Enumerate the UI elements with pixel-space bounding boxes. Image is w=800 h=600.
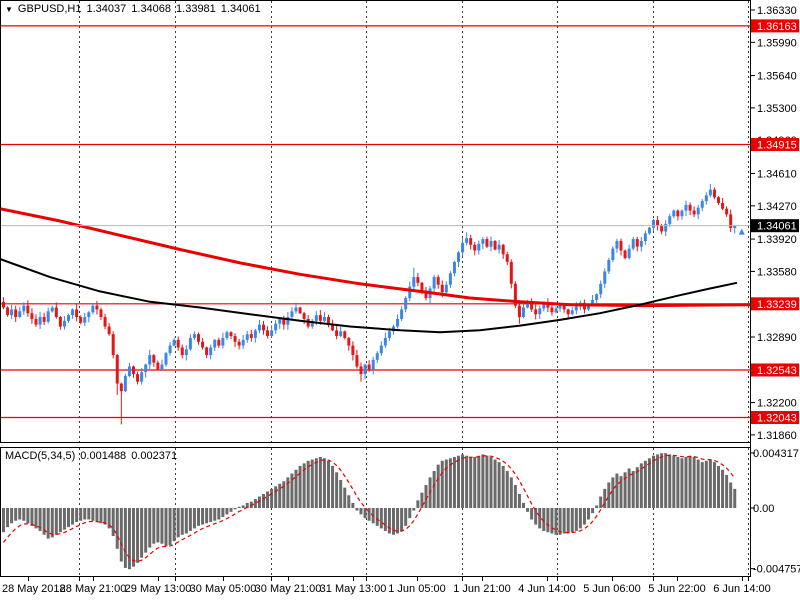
macd-value-main: 0.001488 <box>80 450 127 462</box>
main-plot-area[interactable] <box>0 0 750 443</box>
level-price-badge <box>751 297 799 311</box>
time-axis[interactable] <box>0 577 800 600</box>
price-arrow-icon <box>738 228 745 235</box>
time-tick-label: 30 May 21:00 <box>255 583 322 595</box>
macd-tick-label: 0.00 <box>753 503 774 515</box>
price-tick-label: 1.35640 <box>757 71 797 83</box>
time-tick-label: 29 May 13:00 <box>125 583 192 595</box>
candles-layer <box>2 183 737 425</box>
ohlc-open: 1.34037 <box>86 3 127 15</box>
price-axis[interactable] <box>750 0 800 577</box>
ma-red-line <box>0 207 751 308</box>
price-tick-label: 1.35990 <box>757 37 797 49</box>
time-tick-label: 1 Jun 05:00 <box>388 583 446 595</box>
time-tick-label: 30 May 05:00 <box>190 583 257 595</box>
time-tick-label: 4 Jun 14:00 <box>518 583 576 595</box>
macd-name: MACD(5,34,5) <box>5 450 76 462</box>
ohlc-low: 1.33981 <box>176 3 216 15</box>
horizontal-level-lines <box>0 25 750 419</box>
time-tick-label: 28 May 2018 <box>2 583 66 595</box>
chart-title: ▼ GBPUSD,H1 1.34037 1.34068 1.33981 1.34… <box>5 3 261 15</box>
time-tick-label: 5 Jun 06:00 <box>583 583 641 595</box>
chart-menu-icon[interactable]: ▼ <box>5 4 13 14</box>
time-tick-label: 1 Jun 21:00 <box>453 583 511 595</box>
level-price-badge <box>751 138 799 152</box>
level-price-badge <box>751 19 799 33</box>
price-tick-label: 1.31860 <box>757 430 797 442</box>
svg-text:1.34915: 1.34915 <box>757 140 797 152</box>
macd-histogram <box>2 453 737 570</box>
price-tick-label: 1.35300 <box>757 103 797 115</box>
svg-text:1.34061: 1.34061 <box>757 221 797 233</box>
svg-text:1.33239: 1.33239 <box>757 299 797 311</box>
time-tick-label: 28 May 21:00 <box>60 583 127 595</box>
price-tick-label: 1.34270 <box>757 201 797 213</box>
macd-signal-line <box>3 454 736 563</box>
symbol-period-label: GBPUSD,H1 <box>17 3 82 15</box>
level-price-badge <box>751 411 799 425</box>
moving-averages <box>0 207 751 334</box>
price-tick-label: 1.36330 <box>757 5 797 17</box>
time-tick-label: 31 May 13:00 <box>320 583 387 595</box>
ma-black-line <box>0 258 738 334</box>
price-tick-label: 1.33920 <box>757 234 797 246</box>
price-tick-label: 1.32200 <box>757 398 797 410</box>
macd-tick-label: 0.004317 <box>753 448 799 460</box>
macd-value-signal: 0.002371 <box>131 450 178 462</box>
time-tick-label: 5 Jun 22:00 <box>648 583 706 595</box>
time-tick-label: 6 Jun 14:00 <box>713 583 771 595</box>
price-badges: 1.36163 1.34915 1.33239 1.32543 1.32043 1.340… <box>751 19 799 425</box>
price-tick-label: 1.33580 <box>757 266 797 278</box>
ohlc-high: 1.34068 <box>131 3 172 15</box>
current-price-badge <box>751 219 799 233</box>
level-price-badge <box>751 363 799 377</box>
svg-text:1.32543: 1.32543 <box>757 365 797 377</box>
macd-tick-label: -0.004757 <box>753 564 800 576</box>
svg-text:1.36163: 1.36163 <box>757 21 797 33</box>
price-tick-label: 1.34610 <box>757 168 797 180</box>
svg-text:1.32043: 1.32043 <box>757 413 797 425</box>
ohlc-close: 1.34061 <box>220 3 261 15</box>
price-tick-label: 1.32890 <box>757 332 797 344</box>
macd-indicator-label: MACD(5,34,5) 0.001488 0.002371 <box>5 450 177 462</box>
